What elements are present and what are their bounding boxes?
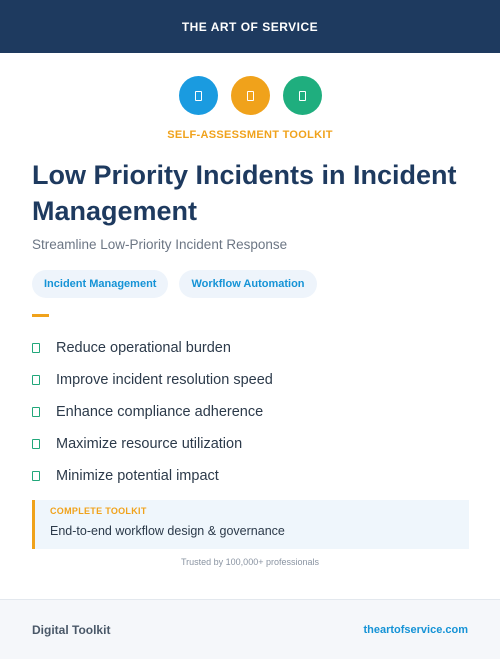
icon-row xyxy=(0,76,500,115)
footer-label: Digital Toolkit xyxy=(32,622,111,637)
check-icon xyxy=(32,439,40,449)
list-item: Enhance compliance adherence xyxy=(32,396,273,428)
benefit-text: Enhance compliance adherence xyxy=(56,404,264,420)
document-icon xyxy=(246,90,254,101)
list-item: Improve incident resolution speed xyxy=(32,364,273,396)
footer: Digital Toolkit theartofservice.com xyxy=(0,599,500,659)
page-subtitle: Streamline Low-Priority Incident Respons… xyxy=(32,237,288,252)
top-banner: THE ART OF SERVICE xyxy=(0,0,500,53)
check-icon xyxy=(32,343,40,353)
document-icon xyxy=(194,90,202,101)
tag-list: Incident Management Workflow Automation xyxy=(32,270,317,298)
brand-name: THE ART OF SERVICE xyxy=(181,19,319,34)
benefit-text: Reduce operational burden xyxy=(56,340,231,356)
green-badge-icon xyxy=(282,76,322,115)
page-title: Low Priority Incidents in Incident Manag… xyxy=(32,160,457,226)
benefit-text: Minimize potential impact xyxy=(56,468,219,484)
document-icon xyxy=(298,90,306,101)
tag-workflow-automation[interactable]: Workflow Automation xyxy=(179,270,317,298)
toolkit-callout: COMPLETE TOOLKIT End-to-end workflow des… xyxy=(32,500,469,549)
website-link[interactable]: theartofservice.com xyxy=(363,623,468,636)
benefit-text: Improve incident resolution speed xyxy=(56,372,273,388)
callout-label: COMPLETE TOOLKIT xyxy=(50,506,147,516)
benefit-list: Reduce operational burden Improve incide… xyxy=(32,332,273,492)
check-icon xyxy=(32,375,40,385)
list-item: Minimize potential impact xyxy=(32,460,273,492)
orange-badge-icon xyxy=(230,76,270,115)
callout-text: End-to-end workflow design & governance xyxy=(50,524,285,538)
kicker-label: SELF-ASSESSMENT TOOLKIT xyxy=(167,129,333,141)
list-item: Reduce operational burden xyxy=(32,332,273,364)
check-icon xyxy=(32,407,40,417)
accent-divider xyxy=(32,314,49,317)
list-item: Maximize resource utilization xyxy=(32,428,273,460)
check-icon xyxy=(32,471,40,481)
benefit-text: Maximize resource utilization xyxy=(56,436,243,452)
tag-incident-management[interactable]: Incident Management xyxy=(32,270,169,298)
blue-badge-icon xyxy=(178,76,218,115)
trust-note: Trusted by 100,000+ professionals xyxy=(180,557,319,567)
